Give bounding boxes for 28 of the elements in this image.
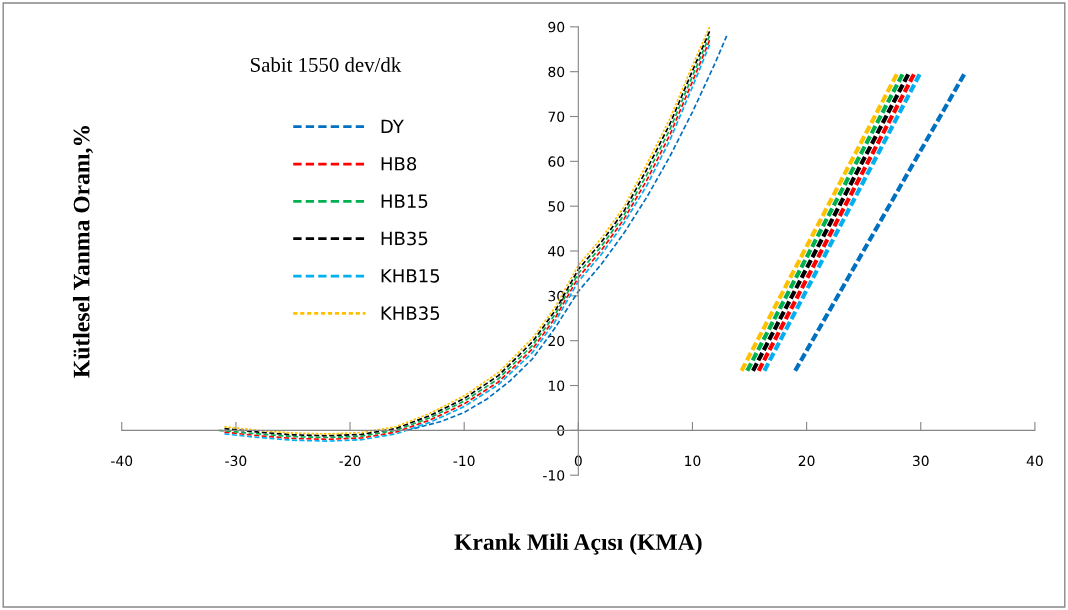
- x-tick-label: 20: [798, 455, 815, 467]
- y-tick-label: 60: [548, 156, 565, 167]
- y-tick-label: 20: [548, 335, 565, 347]
- x-axis-title: Krank Mili Açısı (KMA): [454, 533, 702, 555]
- x-tick-label: 30: [912, 455, 929, 467]
- legend-label: HB8: [381, 156, 417, 171]
- legend-label: DY: [381, 119, 404, 134]
- y-tick-label: 10: [548, 380, 565, 391]
- x-tick-label: -30: [225, 455, 247, 467]
- legend-label: HB15: [381, 194, 428, 208]
- x-tick-label: 40: [1026, 455, 1043, 467]
- legend-label: KHB15: [381, 269, 440, 283]
- x-tick-label: -20: [339, 455, 361, 467]
- y-tick-label: 30: [548, 290, 565, 302]
- x-tick-label: 0: [574, 455, 582, 467]
- legend-label: HB35: [381, 231, 428, 246]
- x-tick-label: -10: [453, 455, 475, 467]
- y-tick-label: 80: [548, 66, 565, 78]
- y-tick-label: 90: [548, 21, 565, 33]
- x-tick-label: -40: [111, 455, 133, 467]
- x-tick-label: 10: [685, 455, 701, 467]
- y-tick-label: 40: [548, 245, 565, 257]
- legend-label: KHB35: [381, 306, 440, 320]
- y-tick-label: 50: [548, 201, 565, 212]
- y-tick-label: 70: [548, 111, 565, 122]
- annotation: Sabit 1550 dev/dk: [250, 57, 402, 72]
- y-axis-title: Kütlesel Yanma Oranı,%: [72, 126, 93, 378]
- y-tick-label: -10: [543, 470, 565, 481]
